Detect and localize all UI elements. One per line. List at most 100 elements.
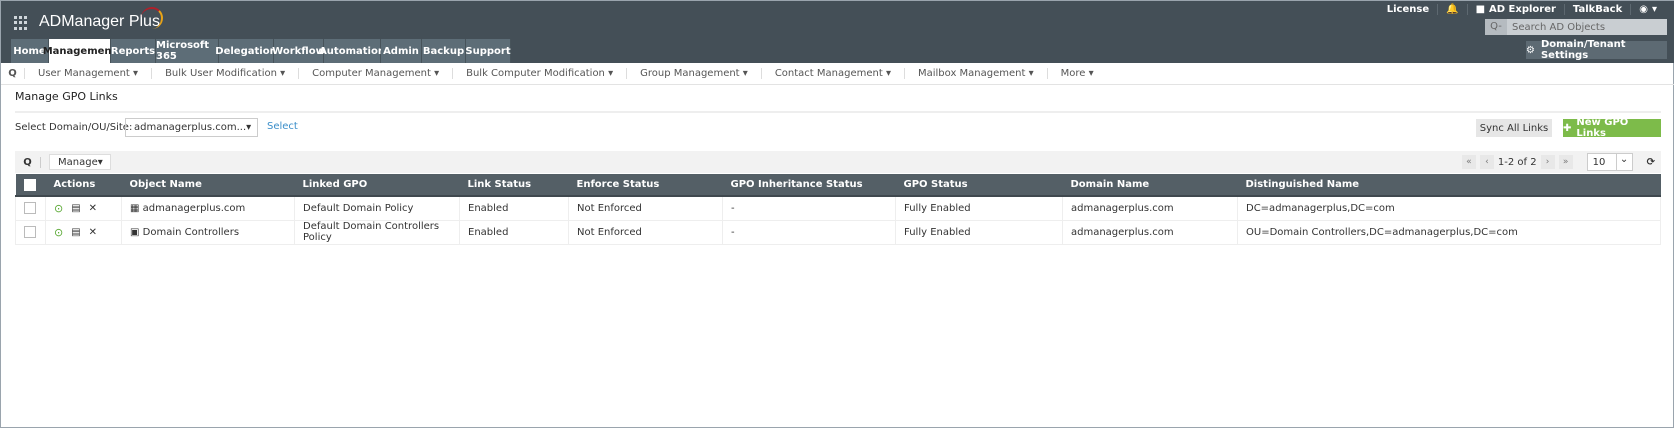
main-tabs: Home Management Reports Microsoft 365 De… (11, 39, 511, 63)
domain-name-cell: admanagerplus.com (1062, 219, 1238, 245)
page-size-select[interactable]: 10 ⌄ (1586, 153, 1633, 171)
col-linked-gpo[interactable]: Linked GPO (294, 174, 460, 197)
domain-ou-site-select[interactable]: admanagerplus.com... ▾ (125, 118, 258, 137)
subnav-user-management[interactable]: User Management ▾ (25, 68, 153, 79)
manage-gpo-icon[interactable]: ▤ (71, 226, 81, 238)
manage-gpo-icon[interactable]: ▤ (71, 202, 81, 214)
tab-admin[interactable]: Admin (381, 39, 422, 63)
caret-down-icon: ▾ (246, 122, 252, 133)
subnav-contact-management[interactable]: Contact Management ▾ (762, 68, 905, 79)
col-gpo-inheritance-status[interactable]: GPO Inheritance Status (722, 174, 896, 197)
settings-label: Domain/Tenant Settings (1540, 39, 1626, 61)
logo-arc-icon (141, 7, 163, 29)
plus-icon: ✚ (1563, 122, 1572, 134)
subnav-group-management[interactable]: Group Management ▾ (627, 68, 762, 79)
table-header: Actions Object Name Linked GPO Link Stat… (15, 174, 1661, 197)
app-grid-icon[interactable] (14, 16, 28, 30)
tab-backup[interactable]: Backup (422, 39, 466, 63)
subnav-more[interactable]: More ▾ (1060, 68, 1094, 79)
subnav-bulk-computer-modification[interactable]: Bulk Computer Modification ▾ (453, 68, 628, 79)
delete-x-icon[interactable]: ✕ (88, 202, 98, 214)
domain-name-cell: admanagerplus.com (1062, 195, 1238, 221)
col-object-name[interactable]: Object Name (121, 174, 295, 197)
col-distinguished-name[interactable]: Distinguished Name (1237, 174, 1661, 197)
new-gpo-links-button[interactable]: ✚ New GPO Links (1563, 117, 1661, 139)
search-menu-icon[interactable]: Q (1, 68, 25, 79)
tab-reports[interactable]: Reports (111, 39, 156, 63)
last-page-icon[interactable]: » (1558, 155, 1573, 169)
link-status-cell: Enabled (459, 219, 569, 245)
col-link-status[interactable]: Link Status (459, 174, 569, 197)
bell-icon[interactable]: 🔔 (1437, 4, 1466, 15)
tab-home[interactable]: Home (11, 39, 49, 63)
table-row: ⊙ ▤ ✕ ▣ Domain Controllers Default Domain … (15, 219, 1661, 245)
app-logo[interactable]: ADManager Plus (39, 13, 160, 30)
refresh-icon[interactable]: ⟳ (1646, 156, 1655, 168)
table-search-icon[interactable]: Q (15, 156, 41, 168)
subnav-label: User Management (38, 68, 130, 79)
tab-automation[interactable]: Automation (319, 39, 385, 63)
tab-support[interactable]: Support (465, 39, 511, 63)
ou-icon: ▣ (130, 226, 140, 238)
subnav-bulk-user-modification[interactable]: Bulk User Modification ▾ (152, 68, 300, 79)
user-icon: ◉ (1639, 4, 1648, 15)
row-checkbox[interactable] (24, 202, 36, 215)
caret-down-icon: ▾ (97, 156, 103, 168)
prev-page-icon[interactable]: ‹ (1479, 155, 1494, 169)
enable-check-icon[interactable]: ⊙ (54, 201, 64, 215)
manage-label: Manage (58, 156, 98, 168)
subnav-mailbox-management[interactable]: Mailbox Management ▾ (905, 68, 1048, 79)
tab-microsoft-365[interactable]: Microsoft 365 (156, 39, 219, 63)
search-placeholder: Search AD Objects (1512, 21, 1606, 33)
delete-x-icon[interactable]: ✕ (88, 226, 98, 238)
tab-management[interactable]: Management (43, 39, 116, 63)
row-checkbox[interactable] (24, 226, 36, 238)
next-page-icon[interactable]: › (1540, 155, 1555, 169)
subnav-computer-management[interactable]: Computer Management ▾ (299, 68, 454, 79)
table-row: ⊙ ▤ ✕ ▦ admanagerplus.com Default Domain P… (15, 195, 1661, 221)
first-page-icon[interactable]: « (1461, 155, 1476, 169)
search-ad-objects[interactable]: Q- Search AD Objects (1485, 19, 1667, 35)
tab-delegation[interactable]: Delegation (215, 39, 277, 63)
actions-cell: ⊙ ▤ ✕ (45, 219, 122, 245)
object-name-cell: ▦ admanagerplus.com (121, 195, 295, 221)
linked-gpo-cell: Default Domain Controllers Policy (294, 219, 460, 245)
object-name: Domain Controllers (142, 226, 240, 238)
sub-navigation: Q User Management ▾ Bulk User Modificati… (1, 63, 1674, 85)
pagination: « ‹ 1-2 of 2 › » 10 ⌄ ⟳ (1461, 153, 1655, 171)
col-enforce-status[interactable]: Enforce Status (568, 174, 723, 197)
col-domain-name[interactable]: Domain Name (1062, 174, 1238, 197)
col-gpo-status[interactable]: GPO Status (895, 174, 1063, 197)
domain-icon: ▦ (130, 202, 140, 214)
folder-icon: ■ (1475, 4, 1486, 15)
select-domain-label: Select Domain/OU/Site: (15, 122, 133, 133)
select-all-checkbox[interactable] (23, 178, 36, 191)
user-menu[interactable]: ◉ ▾ (1630, 4, 1665, 15)
ad-explorer-link[interactable]: ■ AD Explorer (1466, 4, 1564, 15)
distinguished-name-cell: DC=admanagerplus,DC=com (1237, 195, 1661, 221)
subnav-label: Bulk User Modification (165, 68, 277, 79)
new-gpo-label: New GPO Links (1576, 117, 1629, 139)
top-bar: ADManager Plus License 🔔 ■ AD Explorer Ta… (1, 1, 1674, 63)
tab-workflow[interactable]: Workflow (272, 39, 325, 63)
manage-dropdown[interactable]: Manage ▾ (49, 154, 111, 170)
enforce-status-cell: Not Enforced (568, 219, 723, 245)
table-toolbar: Q Manage ▾ « ‹ 1-2 of 2 › » 10 ⌄ ⟳ (15, 151, 1661, 173)
subnav-label: More (1060, 68, 1086, 79)
linked-gpo-cell: Default Domain Policy (294, 195, 460, 221)
domain-tenant-settings-button[interactable]: ⚙ Domain/Tenant Settings (1526, 39, 1667, 61)
enable-check-icon[interactable]: ⊙ (54, 225, 64, 239)
ad-explorer-label: AD Explorer (1489, 4, 1556, 15)
license-link[interactable]: License (1386, 4, 1430, 15)
talkback-link[interactable]: TalkBack (1563, 4, 1630, 15)
gpo-status-cell: Fully Enabled (895, 195, 1063, 221)
select-link[interactable]: Select (267, 121, 298, 132)
subnav-label: Group Management (640, 68, 740, 79)
subnav-label: Bulk Computer Modification (466, 68, 605, 79)
object-name: admanagerplus.com (142, 202, 246, 214)
actions-cell: ⊙ ▤ ✕ (45, 195, 122, 221)
search-icon: Q- (1485, 19, 1507, 35)
distinguished-name-cell: OU=Domain Controllers,DC=admanagerplus,D… (1237, 219, 1661, 245)
select-value: admanagerplus.com... (134, 122, 247, 133)
sync-all-links-button[interactable]: Sync All Links (1476, 119, 1552, 137)
